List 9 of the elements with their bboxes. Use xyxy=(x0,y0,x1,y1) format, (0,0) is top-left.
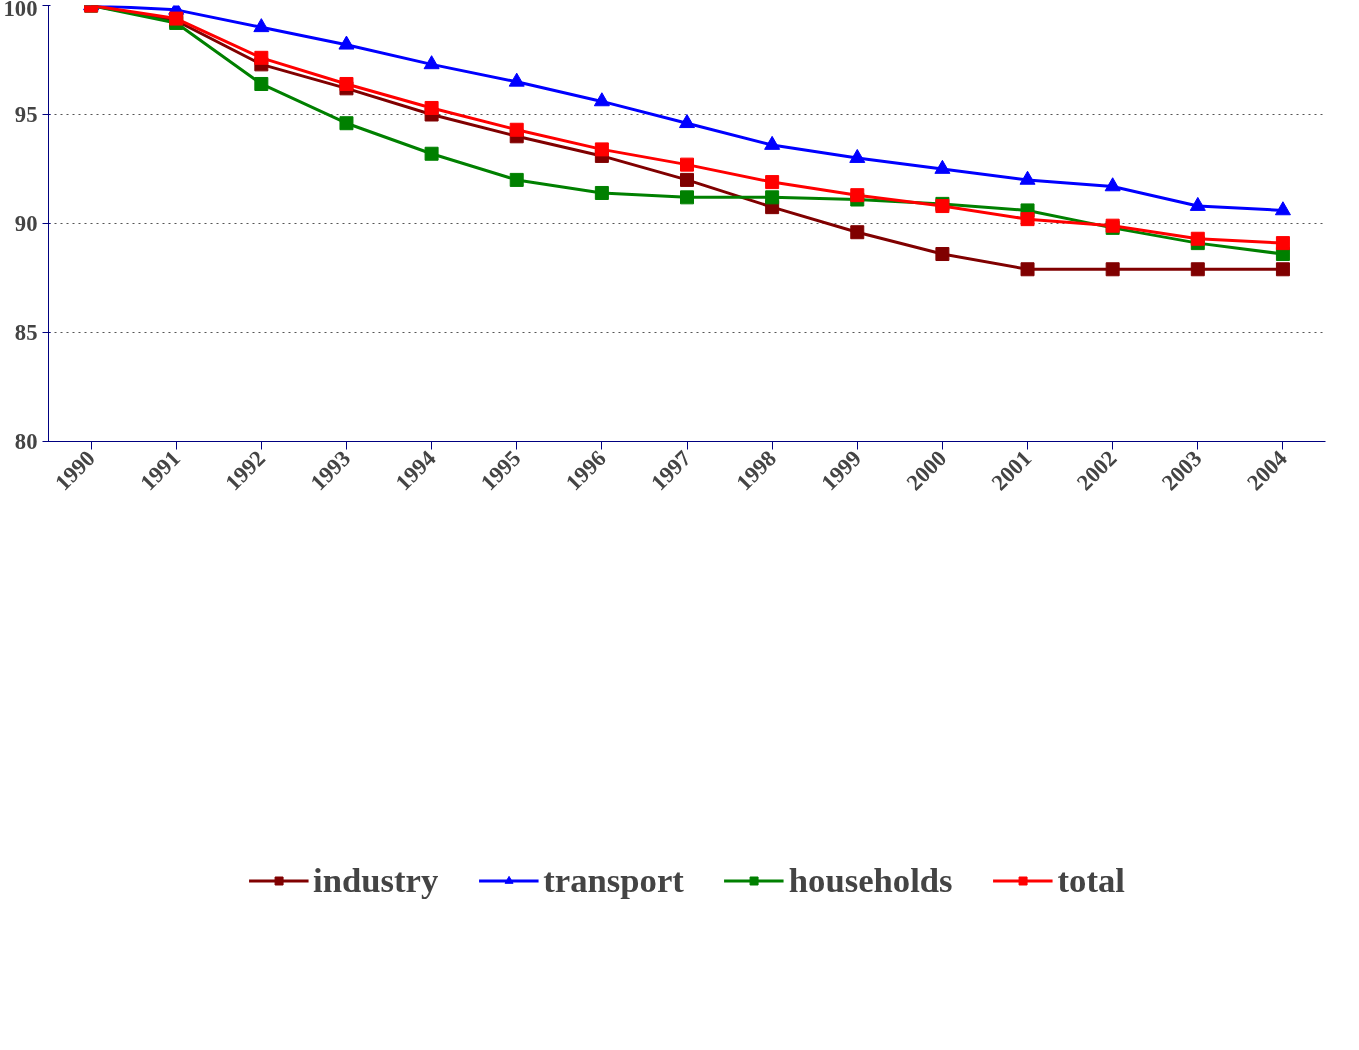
y-tick-label: 80 xyxy=(14,429,38,454)
y-tick-label: 85 xyxy=(14,320,38,345)
legend-label: households xyxy=(788,860,953,900)
legend-label: transport xyxy=(543,860,684,900)
legend-label: total xyxy=(1057,860,1125,900)
legend-label: industry xyxy=(313,860,439,900)
y-tick-label: 95 xyxy=(14,102,38,127)
y-tick-label: 90 xyxy=(14,211,38,236)
y-tick-label: 100 xyxy=(3,0,38,21)
